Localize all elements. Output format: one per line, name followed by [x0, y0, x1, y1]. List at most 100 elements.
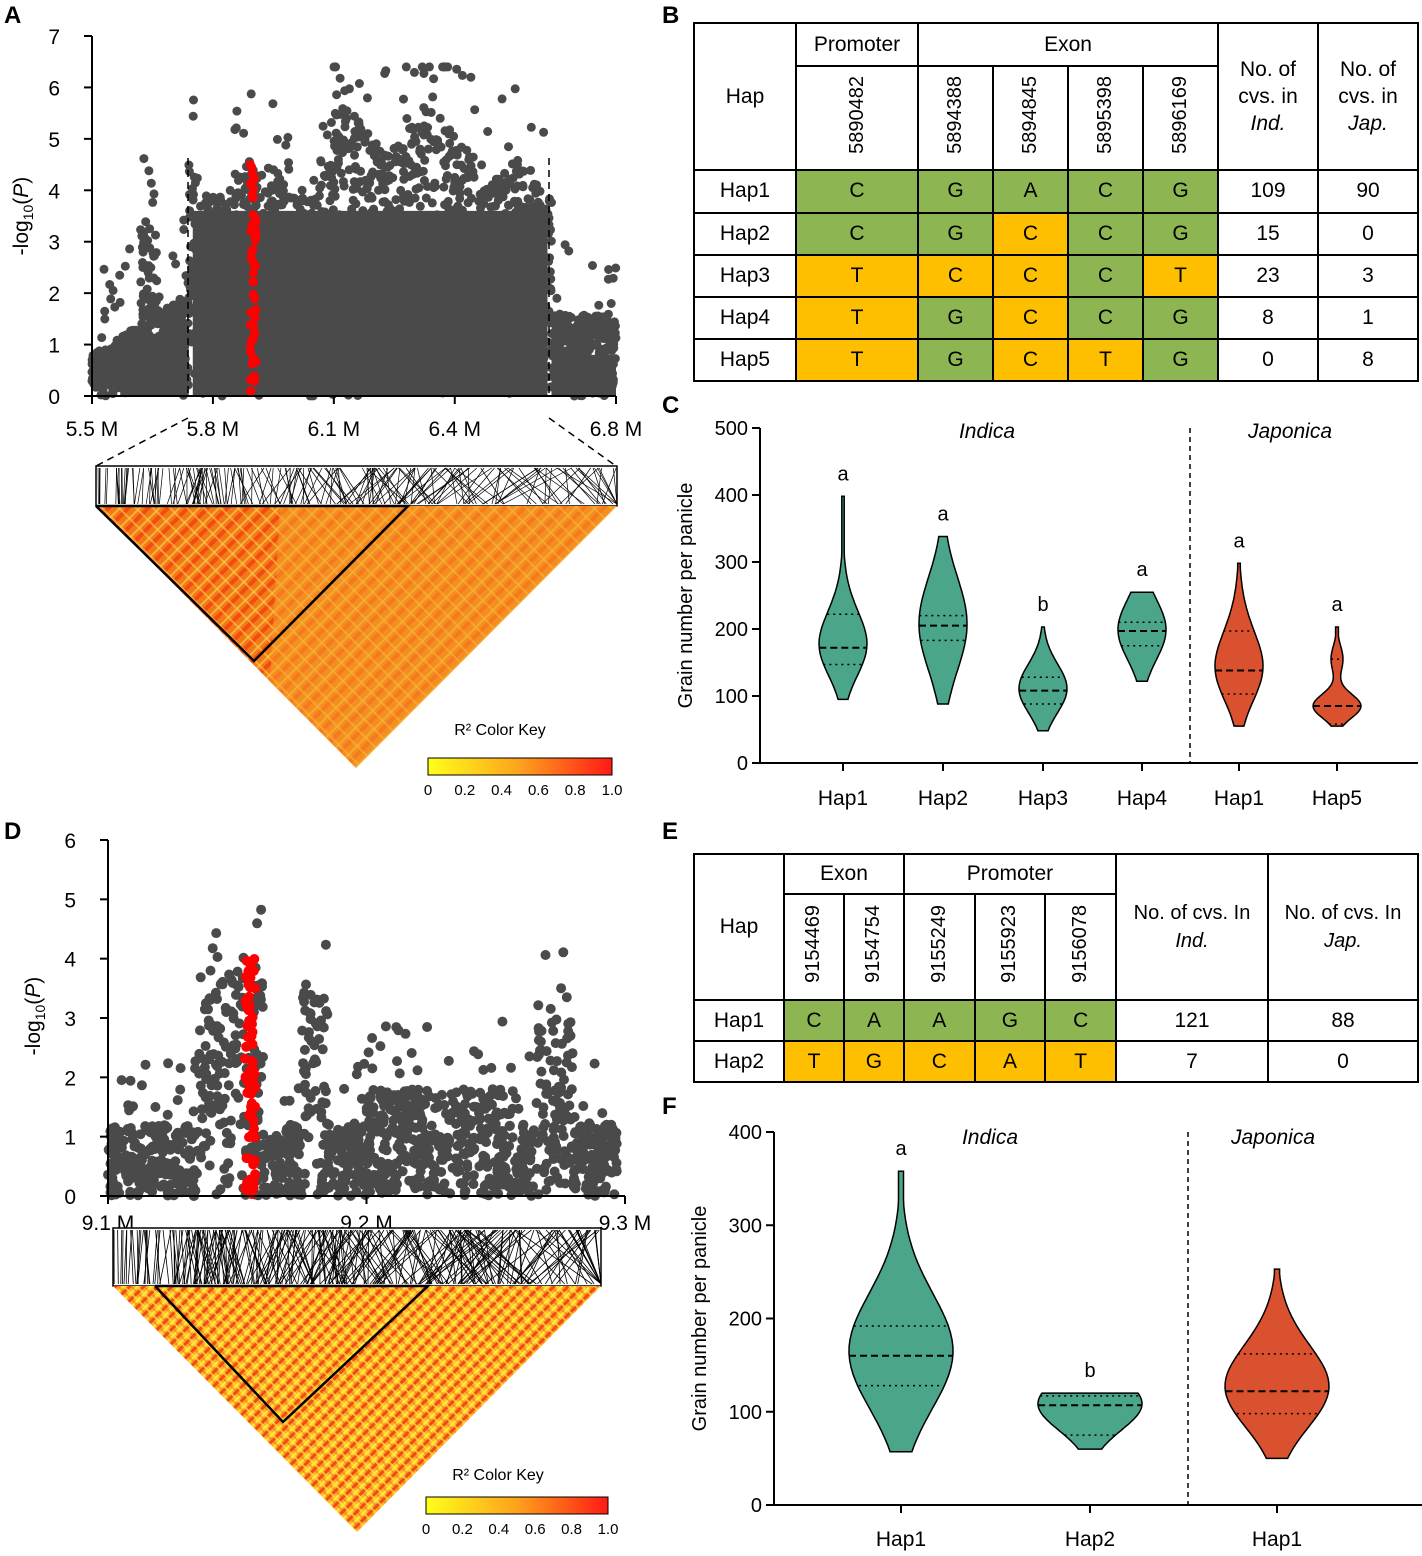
scatter-point [125, 244, 135, 254]
scatter-point [548, 1124, 559, 1135]
scatter-point [279, 180, 289, 189]
scatter-point [437, 1147, 448, 1158]
scatter-point [255, 990, 266, 1001]
scatter-point [463, 198, 473, 208]
allele-cell: T [1044, 1040, 1117, 1083]
color-key-title-a: R² Color Key [454, 722, 546, 739]
scatter-point [465, 1147, 476, 1158]
scatter-point [385, 1126, 396, 1137]
scatter-point [399, 191, 409, 201]
color-key-tick: 0.8 [565, 782, 586, 799]
scatter-point [609, 1189, 620, 1200]
scatter-point [500, 178, 510, 188]
scatter-point [552, 293, 562, 303]
scatter-point [149, 189, 159, 199]
scatter-point [592, 340, 602, 350]
scatter-point [319, 1185, 330, 1196]
allele-cell: G [917, 337, 994, 383]
table-header-hap: Hap [693, 21, 797, 172]
scatter-point [96, 353, 105, 363]
allele-cell: G [917, 211, 994, 256]
scatter-point [364, 1108, 375, 1119]
scatter-point [220, 1002, 231, 1013]
scatter-point [453, 1157, 464, 1168]
scatter-point [112, 1181, 123, 1192]
scatter-point [184, 1145, 194, 1156]
scatter-point [501, 1148, 512, 1159]
x-tick-label: 6.1 M [308, 418, 361, 441]
manhattan-plot-a: 0 1 2 3 4 5 6 7 5.5 M 5.8 M 6.1 M 6.4 M 6.8 M -log1… [10, 26, 642, 799]
scatter-point [303, 1132, 314, 1143]
scatter-point [258, 1129, 269, 1140]
scatter-point [406, 1048, 417, 1058]
scatter-point [563, 1050, 573, 1061]
scatter-point [420, 1099, 431, 1109]
count-ind: 7 [1115, 1040, 1269, 1083]
scatter-point [468, 1101, 479, 1112]
scatter-point [239, 128, 249, 138]
scatter-point [204, 1098, 215, 1109]
scatter-point [482, 1123, 493, 1134]
scatter-point [135, 1157, 146, 1168]
scatter-point [109, 378, 119, 387]
scatter-point [349, 177, 359, 187]
scatter-point [539, 1167, 550, 1178]
scatter-point [330, 191, 340, 201]
scatter-point [259, 1139, 270, 1150]
allele-cell: G [917, 169, 994, 214]
scatter-point [518, 1127, 529, 1138]
scatter-point [200, 1041, 211, 1051]
scatter-point [125, 1075, 136, 1086]
scatter-point [487, 1099, 497, 1110]
scatter-point [165, 308, 175, 317]
scatter-point [504, 142, 513, 152]
x-tick-label: 9.3 M [599, 1212, 652, 1235]
scatter-point [374, 1124, 385, 1134]
scatter-point [504, 200, 513, 210]
scatter-point [316, 157, 326, 167]
group-label-japonica: Japonica [1247, 420, 1332, 443]
scatter-point [201, 1074, 212, 1084]
y-tick-label: 200 [729, 1309, 762, 1331]
scatter-point [327, 163, 337, 173]
scatter-point [380, 1021, 391, 1032]
scatter-point [208, 1025, 219, 1036]
scatter-point [172, 1095, 183, 1106]
scatter-point [339, 1083, 350, 1094]
scatter-point [536, 1025, 547, 1036]
scatter-point [263, 163, 273, 173]
count-jap: 3 [1317, 253, 1419, 298]
scatter-point [390, 157, 400, 167]
scatter-point [524, 1051, 535, 1062]
allele-cell: G [1142, 211, 1219, 256]
snp-position: 9155249 [902, 893, 976, 1001]
scatter-point [392, 1056, 402, 1067]
scatter-point [439, 182, 449, 192]
violin-hap5 [1312, 626, 1362, 727]
violin-hap1 [848, 1170, 954, 1453]
allele-cell: C [902, 1040, 976, 1083]
scatter-point [133, 326, 143, 336]
scatter-point [500, 168, 510, 178]
allele-cell: A [992, 169, 1069, 214]
scatter-point [566, 1141, 577, 1152]
scatter-point [224, 969, 235, 980]
scatter-point [141, 217, 151, 227]
scatter-point [194, 1048, 205, 1059]
scatter-point [468, 1116, 479, 1126]
highlight-point [250, 1082, 260, 1093]
scatter-point [552, 1172, 563, 1183]
violin-hap1 [818, 495, 868, 701]
highlight-point [247, 1039, 258, 1050]
count-jap: 1 [1317, 295, 1419, 340]
color-key-tick: 0.4 [491, 782, 512, 799]
y-tick-label: 2 [64, 1067, 76, 1090]
allele-cell: A [842, 999, 905, 1042]
scatter-point [419, 69, 429, 78]
scatter-point [128, 1101, 138, 1112]
scatter-point [322, 130, 332, 140]
scatter-point [326, 118, 336, 127]
scatter-point [139, 227, 149, 237]
scatter-point [550, 1038, 561, 1049]
allele-cell: C [917, 253, 994, 298]
